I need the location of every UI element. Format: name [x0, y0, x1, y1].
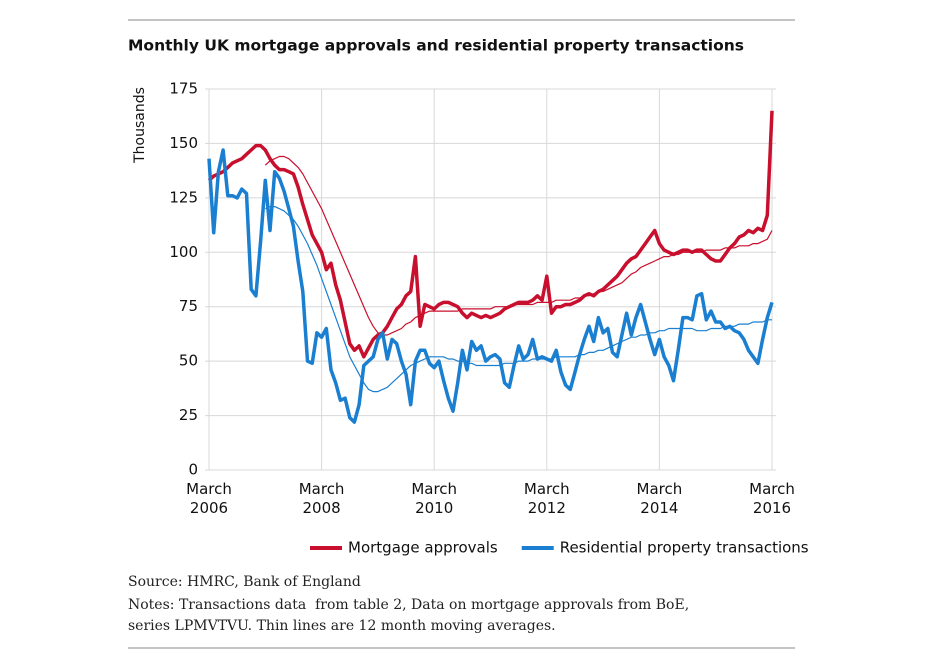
source: Source: HMRC, Bank of England	[128, 574, 361, 590]
note: Notes: Transactions data from table 2, D…	[128, 597, 690, 613]
moving-average-line	[264, 155, 773, 336]
note: series LPMVTVU. Thin lines are 12 month …	[128, 618, 556, 634]
x-tick-label: March 2006	[186, 480, 232, 517]
legend-label: Mortgage approvals	[348, 539, 498, 557]
y-tick-label: 175	[169, 80, 198, 98]
x-tick-label: March 2014	[636, 480, 683, 517]
y-tick-label: 100	[169, 243, 198, 261]
x-tick-label: March 2008	[298, 480, 345, 517]
x-tick-label: March 2016	[749, 480, 795, 517]
y-tick-label: 125	[169, 188, 198, 206]
y-tick-label: 75	[179, 297, 198, 315]
y-tick-label: 0	[188, 461, 198, 479]
series-line	[207, 110, 774, 359]
moving-average-line	[265, 206, 772, 393]
y-tick-label: 50	[179, 352, 198, 370]
x-tick-label: March 2012	[523, 480, 570, 517]
y-tick-label: 25	[179, 406, 198, 424]
legend-label: Residential property transactions	[560, 539, 809, 557]
series-line	[207, 148, 774, 424]
chart-title: Monthly UK mortgage approvals and reside…	[128, 37, 744, 55]
y-axis-label: Thousands	[132, 87, 148, 164]
y-tick-label: 150	[169, 134, 198, 152]
x-tick-label: March 2010	[411, 480, 458, 517]
